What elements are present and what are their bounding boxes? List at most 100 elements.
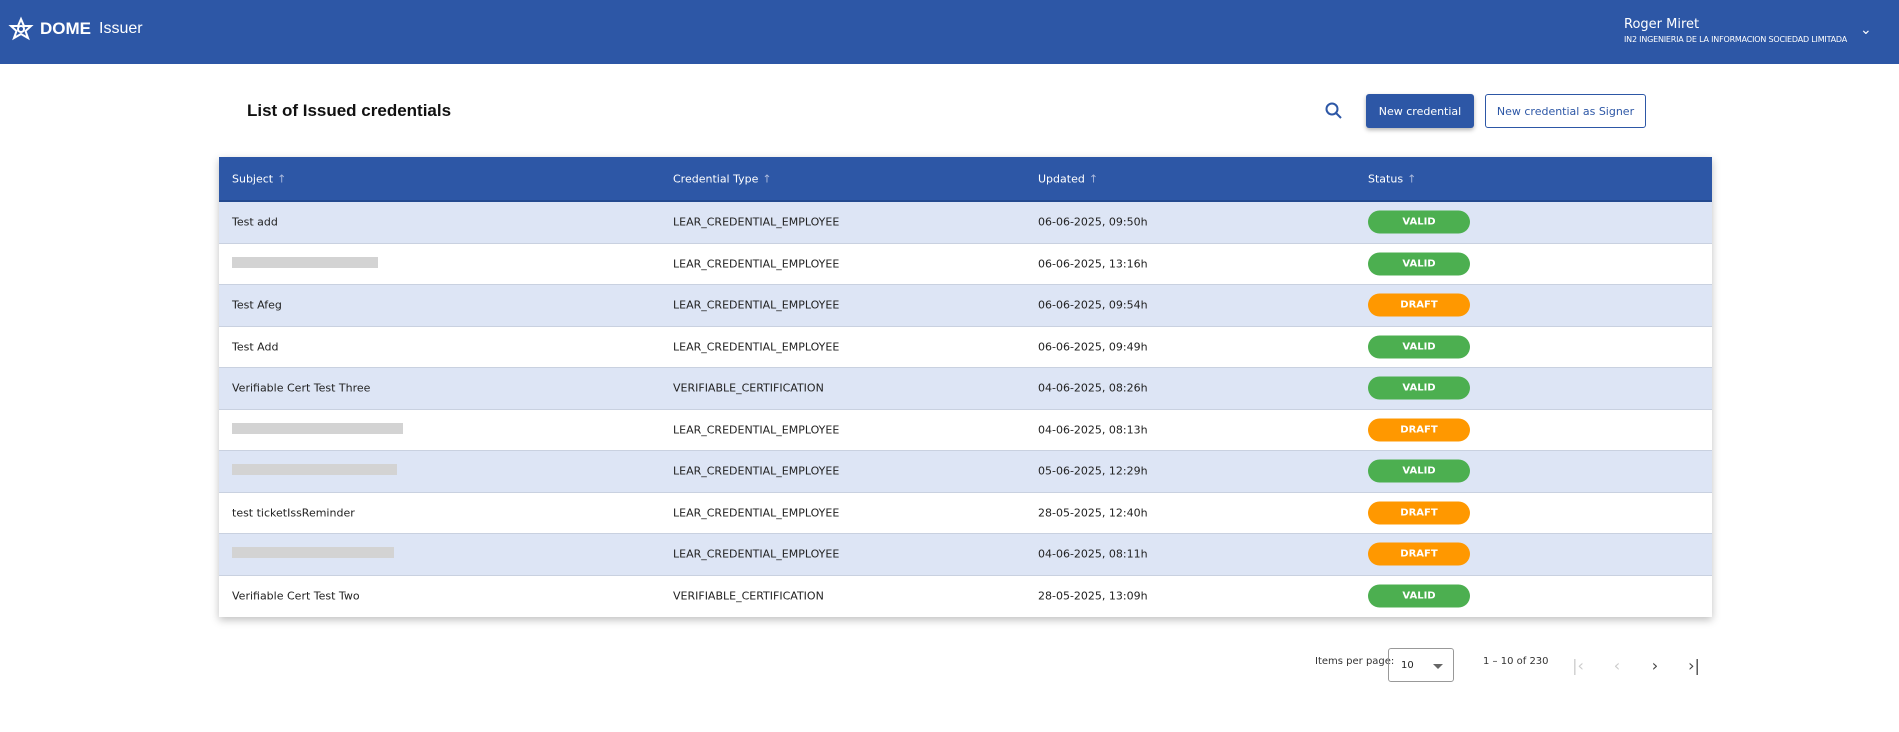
subject-cell: Test Afeg <box>232 298 282 312</box>
credential-type-cell: VERIFIABLE_CERTIFICATION <box>673 589 824 603</box>
credential-type-cell: LEAR_CREDENTIAL_EMPLOYEE <box>673 423 840 437</box>
previous-page-icon[interactable]: ‹ <box>1613 655 1621 675</box>
column-updated[interactable]: Updated ↑ <box>1038 172 1098 185</box>
table-row[interactable]: Test Afeg LEAR_CREDENTIAL_EMPLOYEE 06-06-2… <box>219 285 1712 327</box>
column-label: Status <box>1368 172 1404 185</box>
page-range: 1 – 10 of 230 <box>1483 656 1549 667</box>
status-cell: VALID <box>1368 459 1470 483</box>
column-credential-type[interactable]: Credential Type ↑ <box>673 172 772 185</box>
credential-type-cell: VERIFIABLE_CERTIFICATION <box>673 381 824 395</box>
status-badge: DRAFT <box>1368 542 1470 566</box>
updated-cell: 06-06-2025, 09:49h <box>1038 340 1148 354</box>
status-badge: VALID <box>1368 252 1470 276</box>
redaction-bar <box>232 422 403 434</box>
subject-cell-redacted <box>232 422 403 437</box>
column-subject[interactable]: Subject ↑ <box>232 172 286 185</box>
new-credential-signer-button[interactable]: New credential as Signer <box>1485 94 1646 128</box>
sort-arrow-icon: ↑ <box>277 172 287 185</box>
status-badge: DRAFT <box>1368 418 1470 442</box>
status-badge: VALID <box>1368 376 1470 400</box>
updated-cell: 06-06-2025, 09:50h <box>1038 215 1148 229</box>
credential-type-cell: LEAR_CREDENTIAL_EMPLOYEE <box>673 257 840 271</box>
table-row[interactable]: LEAR_CREDENTIAL_EMPLOYEE 04-06-2025, 08:1… <box>219 410 1712 451</box>
table-row[interactable]: test ticketIssReminder LEAR_CREDENTIAL_EM… <box>219 493 1712 534</box>
table-row[interactable]: LEAR_CREDENTIAL_EMPLOYEE 05-06-2025, 12:2… <box>219 451 1712 493</box>
table-row[interactable]: Verifiable Cert Test Three VERIFIABLE_CER… <box>219 368 1712 410</box>
updated-cell: 05-06-2025, 12:29h <box>1038 464 1148 478</box>
subject-cell: Test Add <box>232 340 279 354</box>
status-badge: DRAFT <box>1368 501 1470 525</box>
app-name: Issuer <box>99 20 143 37</box>
first-page-icon[interactable]: |‹ <box>1572 655 1584 675</box>
status-cell: DRAFT <box>1368 501 1470 525</box>
status-cell: DRAFT <box>1368 418 1470 442</box>
subject-cell: Test add <box>232 215 278 229</box>
next-page-icon[interactable]: › <box>1651 655 1659 675</box>
status-cell: VALID <box>1368 210 1470 234</box>
dropdown-caret-icon <box>1433 664 1443 669</box>
status-badge: DRAFT <box>1368 293 1470 317</box>
updated-cell: 04-06-2025, 08:13h <box>1038 423 1148 437</box>
user-menu[interactable]: Roger Miret IN2 INGENIERIA DE LA INFORMA… <box>1624 17 1847 44</box>
status-cell: VALID <box>1368 376 1470 400</box>
table-row[interactable]: LEAR_CREDENTIAL_EMPLOYEE 06-06-2025, 13:1… <box>219 244 1712 285</box>
status-badge: VALID <box>1368 210 1470 234</box>
top-bar: DOME Issuer Roger Miret IN2 INGENIERIA D… <box>0 0 1899 64</box>
page-title: List of Issued credentials <box>247 101 452 120</box>
credential-type-cell: LEAR_CREDENTIAL_EMPLOYEE <box>673 506 840 520</box>
sort-arrow-icon: ↑ <box>762 172 772 185</box>
chevron-down-icon[interactable]: ⌄ <box>1860 22 1872 38</box>
status-cell: VALID <box>1368 335 1470 359</box>
status-cell: DRAFT <box>1368 293 1470 317</box>
status-badge: VALID <box>1368 584 1470 608</box>
updated-cell: 06-06-2025, 13:16h <box>1038 257 1148 271</box>
subject-cell: test ticketIssReminder <box>232 506 355 520</box>
credential-type-cell: LEAR_CREDENTIAL_EMPLOYEE <box>673 547 840 561</box>
updated-cell: 28-05-2025, 13:09h <box>1038 589 1148 603</box>
items-per-page-label: Items per page: <box>1315 656 1395 667</box>
updated-cell: 04-06-2025, 08:26h <box>1038 381 1148 395</box>
column-label: Credential Type <box>673 172 759 185</box>
column-label: Subject <box>232 172 274 185</box>
column-status[interactable]: Status ↑ <box>1368 172 1416 185</box>
column-label: Updated <box>1038 172 1085 185</box>
updated-cell: 06-06-2025, 09:54h <box>1038 298 1148 312</box>
subject-cell-redacted <box>232 256 378 271</box>
new-credential-button[interactable]: New credential <box>1366 94 1474 128</box>
table-body: Test add LEAR_CREDENTIAL_EMPLOYEE 06-06-20… <box>219 202 1712 617</box>
logo[interactable]: DOME Issuer <box>8 16 143 42</box>
sort-arrow-icon: ↑ <box>1407 172 1417 185</box>
updated-cell: 04-06-2025, 08:11h <box>1038 547 1148 561</box>
status-cell: VALID <box>1368 252 1470 276</box>
user-organization: IN2 INGENIERIA DE LA INFORMACION SOCIEDA… <box>1624 35 1848 44</box>
status-badge: VALID <box>1368 459 1470 483</box>
table-header: Subject ↑ Credential Type ↑ Updated ↑ Statu… <box>219 157 1712 202</box>
status-cell: VALID <box>1368 584 1470 608</box>
updated-cell: 28-05-2025, 12:40h <box>1038 506 1148 520</box>
items-per-page-select[interactable]: 10 <box>1388 648 1454 682</box>
subject-cell-redacted <box>232 464 397 478</box>
credential-type-cell: LEAR_CREDENTIAL_EMPLOYEE <box>673 464 840 478</box>
items-per-page-value: 10 <box>1401 660 1414 671</box>
table-row[interactable]: Verifiable Cert Test Two VERIFIABLE_CERTI… <box>219 576 1712 618</box>
credential-type-cell: LEAR_CREDENTIAL_EMPLOYEE <box>673 298 840 312</box>
redaction-bar <box>232 464 397 476</box>
table-row[interactable]: Test Add LEAR_CREDENTIAL_EMPLOYEE 06-06-20… <box>219 327 1712 368</box>
redaction-bar <box>232 256 378 268</box>
dome-logo-icon <box>8 16 34 41</box>
subject-cell: Verifiable Cert Test Two <box>232 589 360 603</box>
status-badge: VALID <box>1368 335 1470 359</box>
search-icon[interactable] <box>1324 101 1344 121</box>
last-page-icon[interactable]: ›| <box>1688 655 1700 675</box>
status-cell: DRAFT <box>1368 542 1470 566</box>
credentials-table: Subject ↑ Credential Type ↑ Updated ↑ Statu… <box>219 157 1712 617</box>
credential-type-cell: LEAR_CREDENTIAL_EMPLOYEE <box>673 340 840 354</box>
table-row[interactable]: Test add LEAR_CREDENTIAL_EMPLOYEE 06-06-20… <box>219 202 1712 244</box>
credential-type-cell: LEAR_CREDENTIAL_EMPLOYEE <box>673 215 840 229</box>
user-name: Roger Miret <box>1624 17 1700 32</box>
subject-cell-redacted <box>232 547 394 561</box>
sort-arrow-icon: ↑ <box>1088 172 1099 185</box>
redaction-bar <box>232 547 394 559</box>
table-row[interactable]: LEAR_CREDENTIAL_EMPLOYEE 04-06-2025, 08:1… <box>219 534 1712 576</box>
subject-cell: Verifiable Cert Test Three <box>232 381 371 395</box>
